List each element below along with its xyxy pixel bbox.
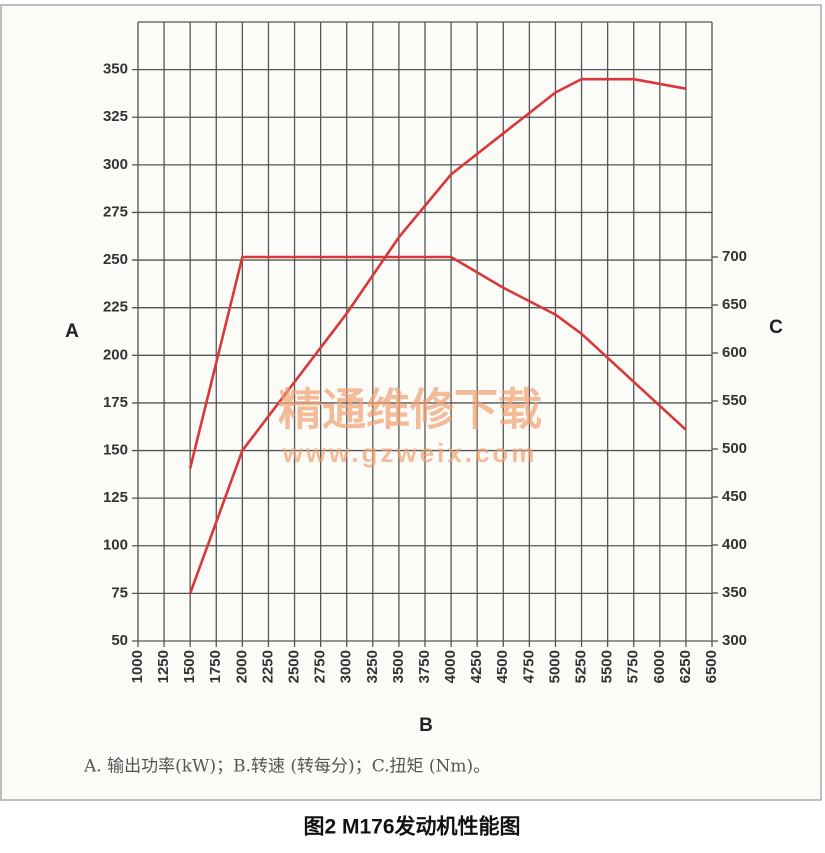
watermark: 精通维修下载	[278, 386, 542, 435]
y2-tick-label: 300	[722, 632, 747, 649]
x-tick-label: 3750	[416, 650, 433, 683]
x-tick-label: 5250	[573, 650, 590, 683]
y-tick-label: 225	[103, 299, 128, 316]
plot-area: 1000 1250 1500 1750 2000 2250 2500 2750 3000 3250…	[103, 21, 747, 683]
x-tick-label: 3500	[390, 650, 407, 683]
chart-title: 图2 M176发动机性能图	[303, 815, 520, 839]
x-tick-label: 4750	[520, 650, 537, 683]
x-tick-label: 6000	[651, 650, 668, 683]
y-tick-label: 125	[103, 489, 128, 506]
y2-axis-label: C	[769, 317, 783, 338]
x-tick-label: 5500	[599, 650, 616, 683]
x-tick-label: 2500	[286, 650, 303, 683]
x-tick-label: 1750	[207, 650, 224, 683]
x-tick-label: 4500	[494, 650, 511, 683]
y2-tick-label: 400	[722, 536, 747, 553]
y2-tick-label: 450	[722, 488, 747, 505]
x-tick-label: 5750	[625, 650, 642, 683]
y-tick-label: 250	[103, 251, 128, 268]
y-tick-label: 50	[111, 632, 128, 649]
x-tick-label: 5000	[546, 650, 563, 683]
series-line	[188, 77, 687, 594]
x-axis-label: B	[419, 715, 433, 736]
x-tick-label: 4000	[442, 650, 459, 683]
y-tick-label: 150	[103, 442, 128, 459]
y-axis-label: A	[65, 321, 79, 342]
y-tick-label: 300	[103, 156, 128, 173]
x-tick-label: 1250	[155, 650, 172, 683]
y2-tick-label: 700	[722, 248, 747, 265]
x-tick-label: 2250	[259, 650, 276, 683]
y2-tick-label: 500	[722, 440, 747, 457]
y-tick-label: 275	[103, 203, 128, 220]
caption: A. 输出功率(kW)；B.转速 (转每分)；C.扭矩 (Nm)。	[83, 757, 490, 777]
x-tick-label: 3000	[338, 650, 355, 683]
x-tick-label: 6500	[703, 650, 720, 683]
y-tick-label: 200	[103, 346, 128, 363]
y2-tick-label: 350	[722, 584, 747, 601]
y2-tick-label: 550	[722, 392, 747, 409]
watermark: www.gzweix.com	[282, 438, 538, 468]
x-tick-label: 6250	[677, 650, 694, 683]
x-tick-label: 4250	[468, 650, 485, 683]
x-tick-label: 3250	[364, 650, 381, 683]
y2-tick-label: 650	[722, 296, 747, 313]
y-tick-label: 175	[103, 394, 128, 411]
y-tick-label: 100	[103, 537, 128, 554]
x-tick-label: 2000	[233, 650, 250, 683]
y-tick-label: 325	[103, 108, 128, 125]
x-tick-label: 1500	[181, 650, 198, 683]
x-tick-label: 1000	[129, 650, 146, 683]
y2-tick-label: 600	[722, 344, 747, 361]
y-tick-label: 350	[103, 61, 128, 78]
y-tick-label: 75	[111, 584, 128, 601]
x-tick-label: 2750	[312, 650, 329, 683]
series-line	[188, 255, 687, 469]
